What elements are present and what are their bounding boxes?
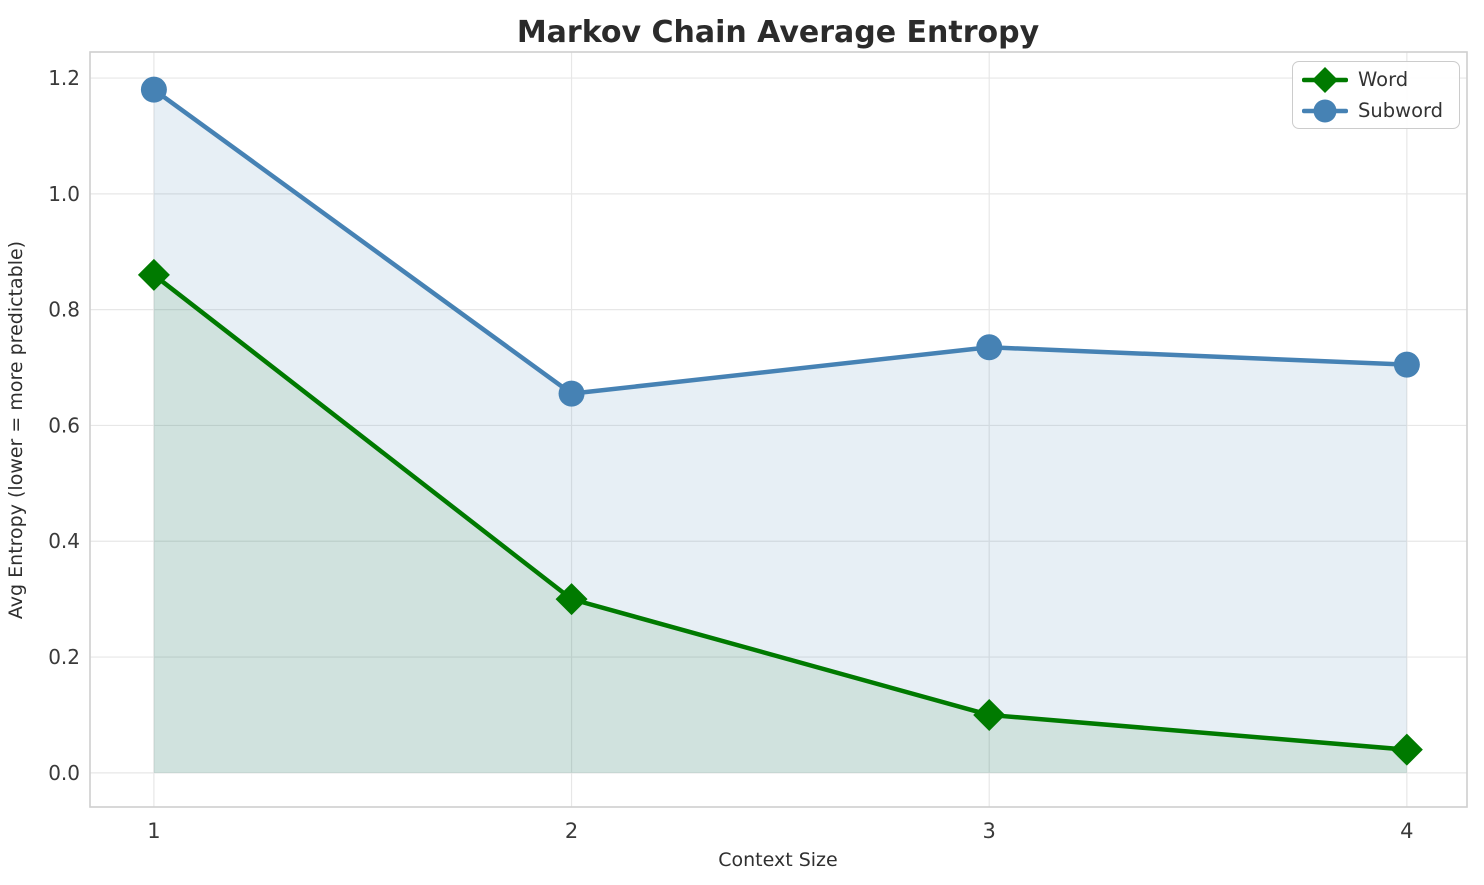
y-tick-label: 0.6 <box>48 413 80 437</box>
subword-data-point <box>140 76 167 103</box>
subword-area-fill <box>153 89 1407 773</box>
y-tick-label: 0.0 <box>48 761 80 785</box>
word-diamond-marker-icon <box>1302 66 1348 93</box>
legend-label-word: Word <box>1358 67 1409 91</box>
chart-title: Markov Chain Average Entropy <box>517 15 1040 50</box>
y-tick-label: 1.0 <box>48 182 80 206</box>
y-tick-label: 0.8 <box>48 298 80 322</box>
legend-label-subword: Subword <box>1358 98 1444 122</box>
word-area-fill <box>153 274 1407 773</box>
legend-item-word: Word <box>1302 66 1449 94</box>
subword-circle-marker-icon <box>1302 99 1348 122</box>
y-tick-label: 1.2 <box>48 66 80 90</box>
x-axis-label: Context Size <box>718 849 837 871</box>
y-axis-label: Avg Entropy (lower = more predictable) <box>5 241 27 619</box>
axis-border <box>89 51 1468 808</box>
subword-data-point <box>558 380 585 407</box>
word-data-point <box>555 583 588 616</box>
word-data-point <box>973 698 1006 731</box>
subword-data-point <box>976 334 1003 361</box>
x-tick-label: 1 <box>147 819 160 843</box>
legend: Word Subword <box>1292 61 1460 129</box>
legend-marker-shape <box>1313 99 1337 122</box>
word-data-point <box>137 258 170 291</box>
subword-line <box>151 87 1410 396</box>
subword-data-point <box>1393 351 1420 378</box>
x-tick-label: 3 <box>983 819 996 843</box>
word-line <box>151 272 1410 752</box>
plot-area: 1 2 3 4 0.0 0.2 0.4 0.6 0.8 1.0 1.2 <box>48 51 1468 843</box>
word-data-point <box>1390 733 1423 766</box>
x-tick-label: 2 <box>565 819 578 843</box>
y-tick-label: 0.2 <box>48 645 80 669</box>
legend-item-subword: Subword <box>1302 97 1449 125</box>
legend-marker-shape <box>1312 66 1338 93</box>
y-tick-label: 0.4 <box>48 529 80 553</box>
x-tick-label: 4 <box>1400 819 1413 843</box>
